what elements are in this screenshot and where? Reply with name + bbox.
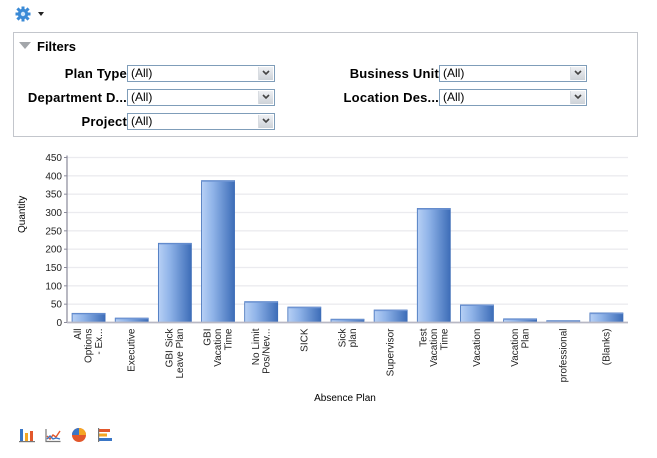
x-tick-label: Leave Plan — [175, 329, 186, 379]
y-tick-label: 450 — [45, 153, 62, 164]
bar[interactable] — [460, 304, 494, 323]
plan-type-select[interactable]: (All) — [127, 65, 275, 82]
x-tick-label: Vacation — [429, 329, 440, 367]
x-tick-label: Options — [84, 329, 95, 363]
x-tick-label: Time — [439, 328, 450, 350]
bar[interactable] — [244, 301, 279, 323]
x-tick-label: Executive — [127, 328, 138, 372]
chevron-down-icon[interactable] — [258, 115, 273, 128]
y-tick-label: 300 — [45, 208, 62, 219]
bar[interactable] — [71, 312, 106, 323]
x-tick-label: - Ex... — [94, 329, 105, 355]
project-select[interactable]: (All) — [127, 113, 275, 130]
x-tick-label: No Limit — [251, 328, 262, 365]
chevron-down-icon[interactable] — [258, 91, 273, 104]
x-tick-label: Sick — [337, 328, 348, 348]
department-value: (All) — [131, 90, 153, 104]
business-unit-value: (All) — [443, 66, 465, 80]
y-tick-label: 0 — [56, 318, 62, 329]
bar[interactable] — [589, 312, 624, 323]
business-unit-select[interactable]: (All) — [439, 65, 587, 82]
filters-panel: Filters Plan Type (All) Department D... … — [13, 32, 638, 137]
y-tick-label: 50 — [51, 300, 63, 311]
y-axis-title: Quantity — [17, 195, 28, 233]
bar[interactable] — [157, 242, 192, 323]
y-tick-label: 200 — [45, 245, 62, 256]
y-tick-label: 350 — [45, 190, 62, 201]
bar-chart: 0 50 100 150 200 250 300 350 400 450 All Options - E… — [45, 153, 628, 383]
project-value: (All) — [131, 114, 153, 128]
x-tick-label: SICK — [299, 328, 310, 352]
x-tick-label: Time — [224, 328, 235, 350]
x-tick-label: Vacation — [472, 329, 483, 367]
project-label: Project — [81, 114, 127, 129]
chart-type-switcher — [19, 427, 113, 443]
x-tick-label: Vacation — [510, 329, 521, 367]
bar-chart-icon[interactable] — [19, 427, 35, 443]
x-tick-label: Vacation — [213, 329, 224, 367]
location-label: Location Des... — [343, 90, 439, 105]
y-tick-label: 400 — [45, 171, 62, 182]
bar[interactable] — [416, 208, 451, 323]
x-tick-label: professional — [558, 329, 569, 383]
y-tick-label: 100 — [45, 281, 62, 292]
chevron-down-icon[interactable] — [570, 67, 585, 80]
chevron-down-icon[interactable] — [258, 67, 273, 80]
gear-icon[interactable] — [13, 6, 33, 22]
department-label: Department D... — [27, 90, 127, 105]
x-tick-label: GBI Sick — [165, 328, 176, 368]
settings-menu-chevron-down-icon[interactable] — [38, 12, 44, 16]
collapse-triangle-icon[interactable] — [19, 42, 31, 49]
location-select[interactable]: (All) — [439, 89, 587, 106]
x-axis-title: Absence Plan — [314, 393, 376, 404]
plan-type-value: (All) — [131, 66, 153, 80]
bar[interactable] — [287, 306, 322, 323]
business-unit-label: Business Unit — [349, 66, 439, 81]
x-tick-label: (Blanks) — [601, 329, 612, 366]
x-tick-label: Pos/Nev... — [261, 329, 272, 374]
filters-toggle[interactable]: Filters — [19, 39, 76, 54]
chevron-down-icon[interactable] — [570, 91, 585, 104]
pie-chart-icon[interactable] — [71, 427, 87, 443]
x-tick-label: All — [73, 329, 84, 340]
bar[interactable] — [373, 309, 408, 323]
y-tick-label: 250 — [45, 226, 62, 237]
horizontal-bar-chart-icon[interactable] — [97, 427, 113, 443]
plan-type-label: Plan Type — [64, 66, 127, 81]
x-tick-label: GBI — [203, 329, 214, 346]
line-chart-icon[interactable] — [45, 427, 61, 443]
filters-title: Filters — [37, 39, 77, 54]
x-tick-label: Test — [418, 328, 429, 347]
x-tick-label: plan — [348, 329, 359, 348]
bar[interactable] — [201, 180, 235, 323]
y-tick-label: 150 — [45, 263, 62, 274]
x-tick-label: Plan — [520, 329, 531, 349]
x-tick-label: Supervisor — [386, 328, 397, 376]
location-value: (All) — [443, 90, 465, 104]
department-select[interactable]: (All) — [127, 89, 275, 106]
